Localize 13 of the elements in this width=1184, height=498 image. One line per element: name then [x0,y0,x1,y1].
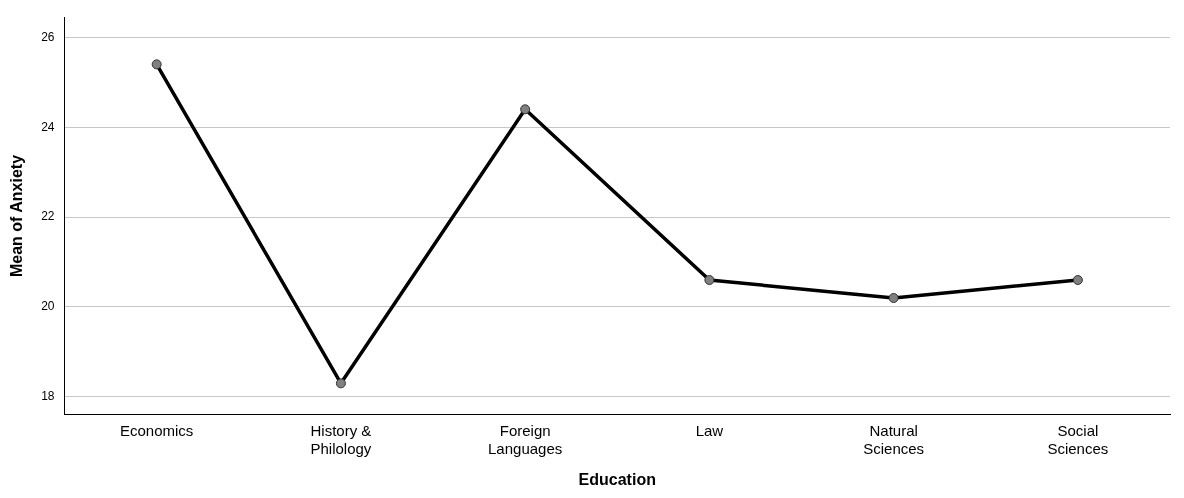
y-tick-label: 26 [41,29,55,44]
y-tick-label: 22 [41,209,55,224]
x-tick-label: History & Philology [310,421,372,457]
y-tick-label: 24 [41,119,55,134]
x-tick-label: Social Sciences [1047,421,1109,457]
y-tick-label: 18 [41,389,55,404]
y-tick-label: 20 [41,299,55,314]
x-tick-label: Economics [119,421,194,439]
y-axis-title: Mean of Anxiety [8,154,26,278]
x-tick-label: Foreign Languages [488,421,563,457]
x-tick-label: Natural Sciences [863,421,925,457]
x-tick-label: Law [695,421,724,439]
x-axis-title: Education [578,470,656,488]
